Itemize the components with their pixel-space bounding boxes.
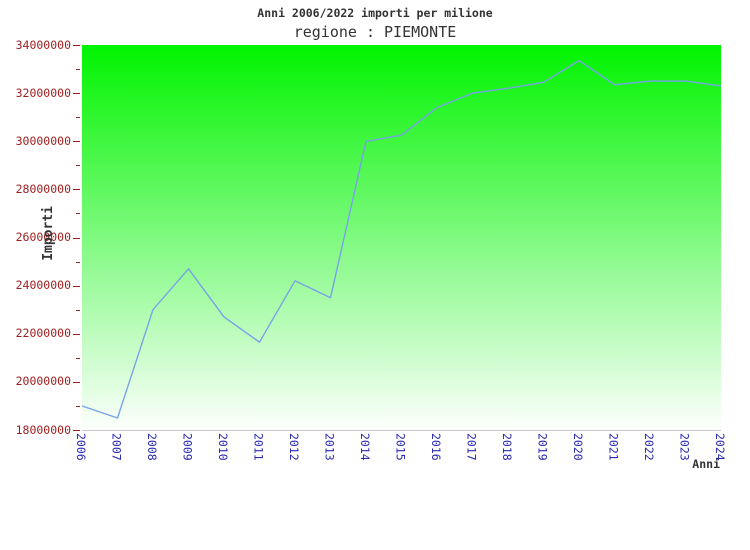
y-tick-label: 24000000 [15,278,71,293]
x-tick-label: 2015 [393,433,408,461]
y-minor-tick-mark [76,69,80,71]
x-tick-label: 2011 [251,433,266,461]
chart-subtitle: regione : PIEMONTE [293,23,457,41]
line-chart-svg [82,59,721,419]
y-tick-label: 26000000 [15,230,71,244]
x-tick-label: 2010 [216,433,230,461]
x-tick-label: 2019 [535,433,550,461]
x-tick-label: 2024 [713,433,727,461]
x-tick-label: 2007 [109,433,124,461]
y-tick-mark [73,430,80,431]
y-tick-mark [73,237,80,239]
y-tick-mark [73,381,80,383]
y-tick-label: 22000000 [15,326,71,341]
y-tick-label: 32000000 [15,85,71,100]
y-tick-label: 18000000 [15,422,71,437]
x-tick-label: 2013 [322,433,337,461]
x-tick-label: 2022 [642,433,656,461]
y-minor-tick-mark [76,165,80,167]
x-tick-label: 2008 [145,433,159,461]
x-tick-label: 2021 [606,433,621,461]
x-axis-title: Anni [692,457,720,471]
x-tick-label: 2023 [677,433,692,461]
y-tick-label: 34000000 [15,37,71,52]
x-tick-label: 2006 [74,433,88,461]
data-line [82,59,721,419]
x-tick-label: 2020 [571,433,585,461]
y-tick-mark [73,45,80,46]
y-tick-label: 30000000 [15,133,71,148]
y-axis-title: Importi [41,206,56,261]
y-minor-tick-mark [76,117,80,119]
y-minor-tick-mark [76,405,80,407]
y-tick-label: 20000000 [15,374,71,389]
y-tick-mark [73,333,80,335]
y-tick-mark [73,189,80,191]
chart-title: Anni 2006/2022 importi per milione [257,6,493,20]
y-minor-tick-mark [76,357,80,359]
y-minor-tick-mark [76,213,80,215]
x-tick-label: 2012 [287,433,301,461]
x-tick-label: 2018 [500,433,514,461]
x-tick-label: 2009 [180,433,195,461]
x-tick-label: 2016 [429,433,443,461]
y-tick-mark [73,93,80,95]
y-tick-mark [73,141,80,143]
y-minor-tick-mark [76,261,80,263]
x-tick-label: 2014 [358,433,372,461]
y-minor-tick-mark [76,309,80,311]
y-tick-label: 28000000 [15,181,71,196]
x-tick-label: 2017 [464,433,479,461]
plot-area [82,45,721,431]
y-tick-mark [73,285,80,287]
